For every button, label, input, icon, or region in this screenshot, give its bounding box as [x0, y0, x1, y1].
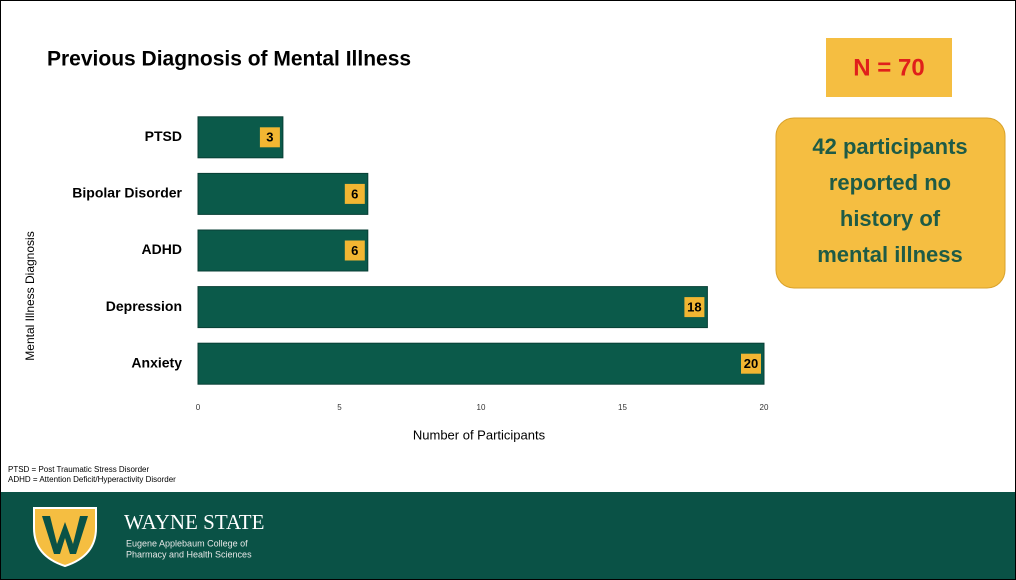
bar: [197, 286, 708, 329]
x-tick-label: 5: [337, 403, 342, 412]
bar: [197, 229, 369, 272]
value-label-box: [684, 297, 705, 318]
x-tick-label: 10: [477, 403, 486, 412]
value-label-box: [344, 183, 365, 204]
logo-w: [42, 516, 88, 554]
y-tick-label: ADHD: [142, 241, 182, 257]
y-tick-label: Anxiety: [131, 354, 182, 370]
footer-college: Eugene Applebaum College of: [126, 538, 248, 548]
footnote: PTSD = Post Traumatic Stress Disorder: [8, 465, 149, 474]
y-axis-label: Mental Illness Diagnosis: [23, 231, 37, 360]
callout-line: history of: [840, 206, 941, 231]
bar: [197, 342, 765, 385]
callout-box: [775, 117, 1006, 289]
footnote: ADHD = Attention Deficit/Hyperactivity D…: [8, 475, 176, 484]
footer-name: WAYNE STATE: [124, 510, 264, 534]
callout-line: 42 participants: [812, 134, 967, 159]
x-tick-label: 0: [196, 403, 201, 412]
footer-college: Pharmacy and Health Sciences: [126, 549, 252, 559]
callout-line: reported no: [829, 170, 951, 195]
y-tick-label: Depression: [106, 298, 182, 314]
value-label-box: [259, 127, 280, 148]
footer-band: [1, 492, 1015, 579]
bar: [197, 172, 369, 215]
x-axis-label: Number of Participants: [413, 427, 546, 442]
y-tick-label: Bipolar Disorder: [72, 185, 182, 201]
value-label: 3: [266, 130, 273, 145]
x-tick-label: 15: [618, 403, 627, 412]
value-label: 6: [351, 186, 358, 201]
value-label-box: [741, 353, 761, 374]
chart-title: Previous Diagnosis of Mental Illness: [47, 48, 411, 71]
value-label: 20: [744, 356, 758, 371]
callout-line: mental illness: [817, 242, 963, 267]
sample-size: N = 70: [853, 54, 924, 81]
value-label-box: [344, 240, 365, 261]
y-tick-label: PTSD: [145, 128, 182, 144]
x-tick-label: 20: [760, 403, 769, 412]
value-label: 6: [351, 243, 358, 258]
value-label: 18: [687, 300, 701, 315]
sample-size-box: [826, 38, 952, 97]
